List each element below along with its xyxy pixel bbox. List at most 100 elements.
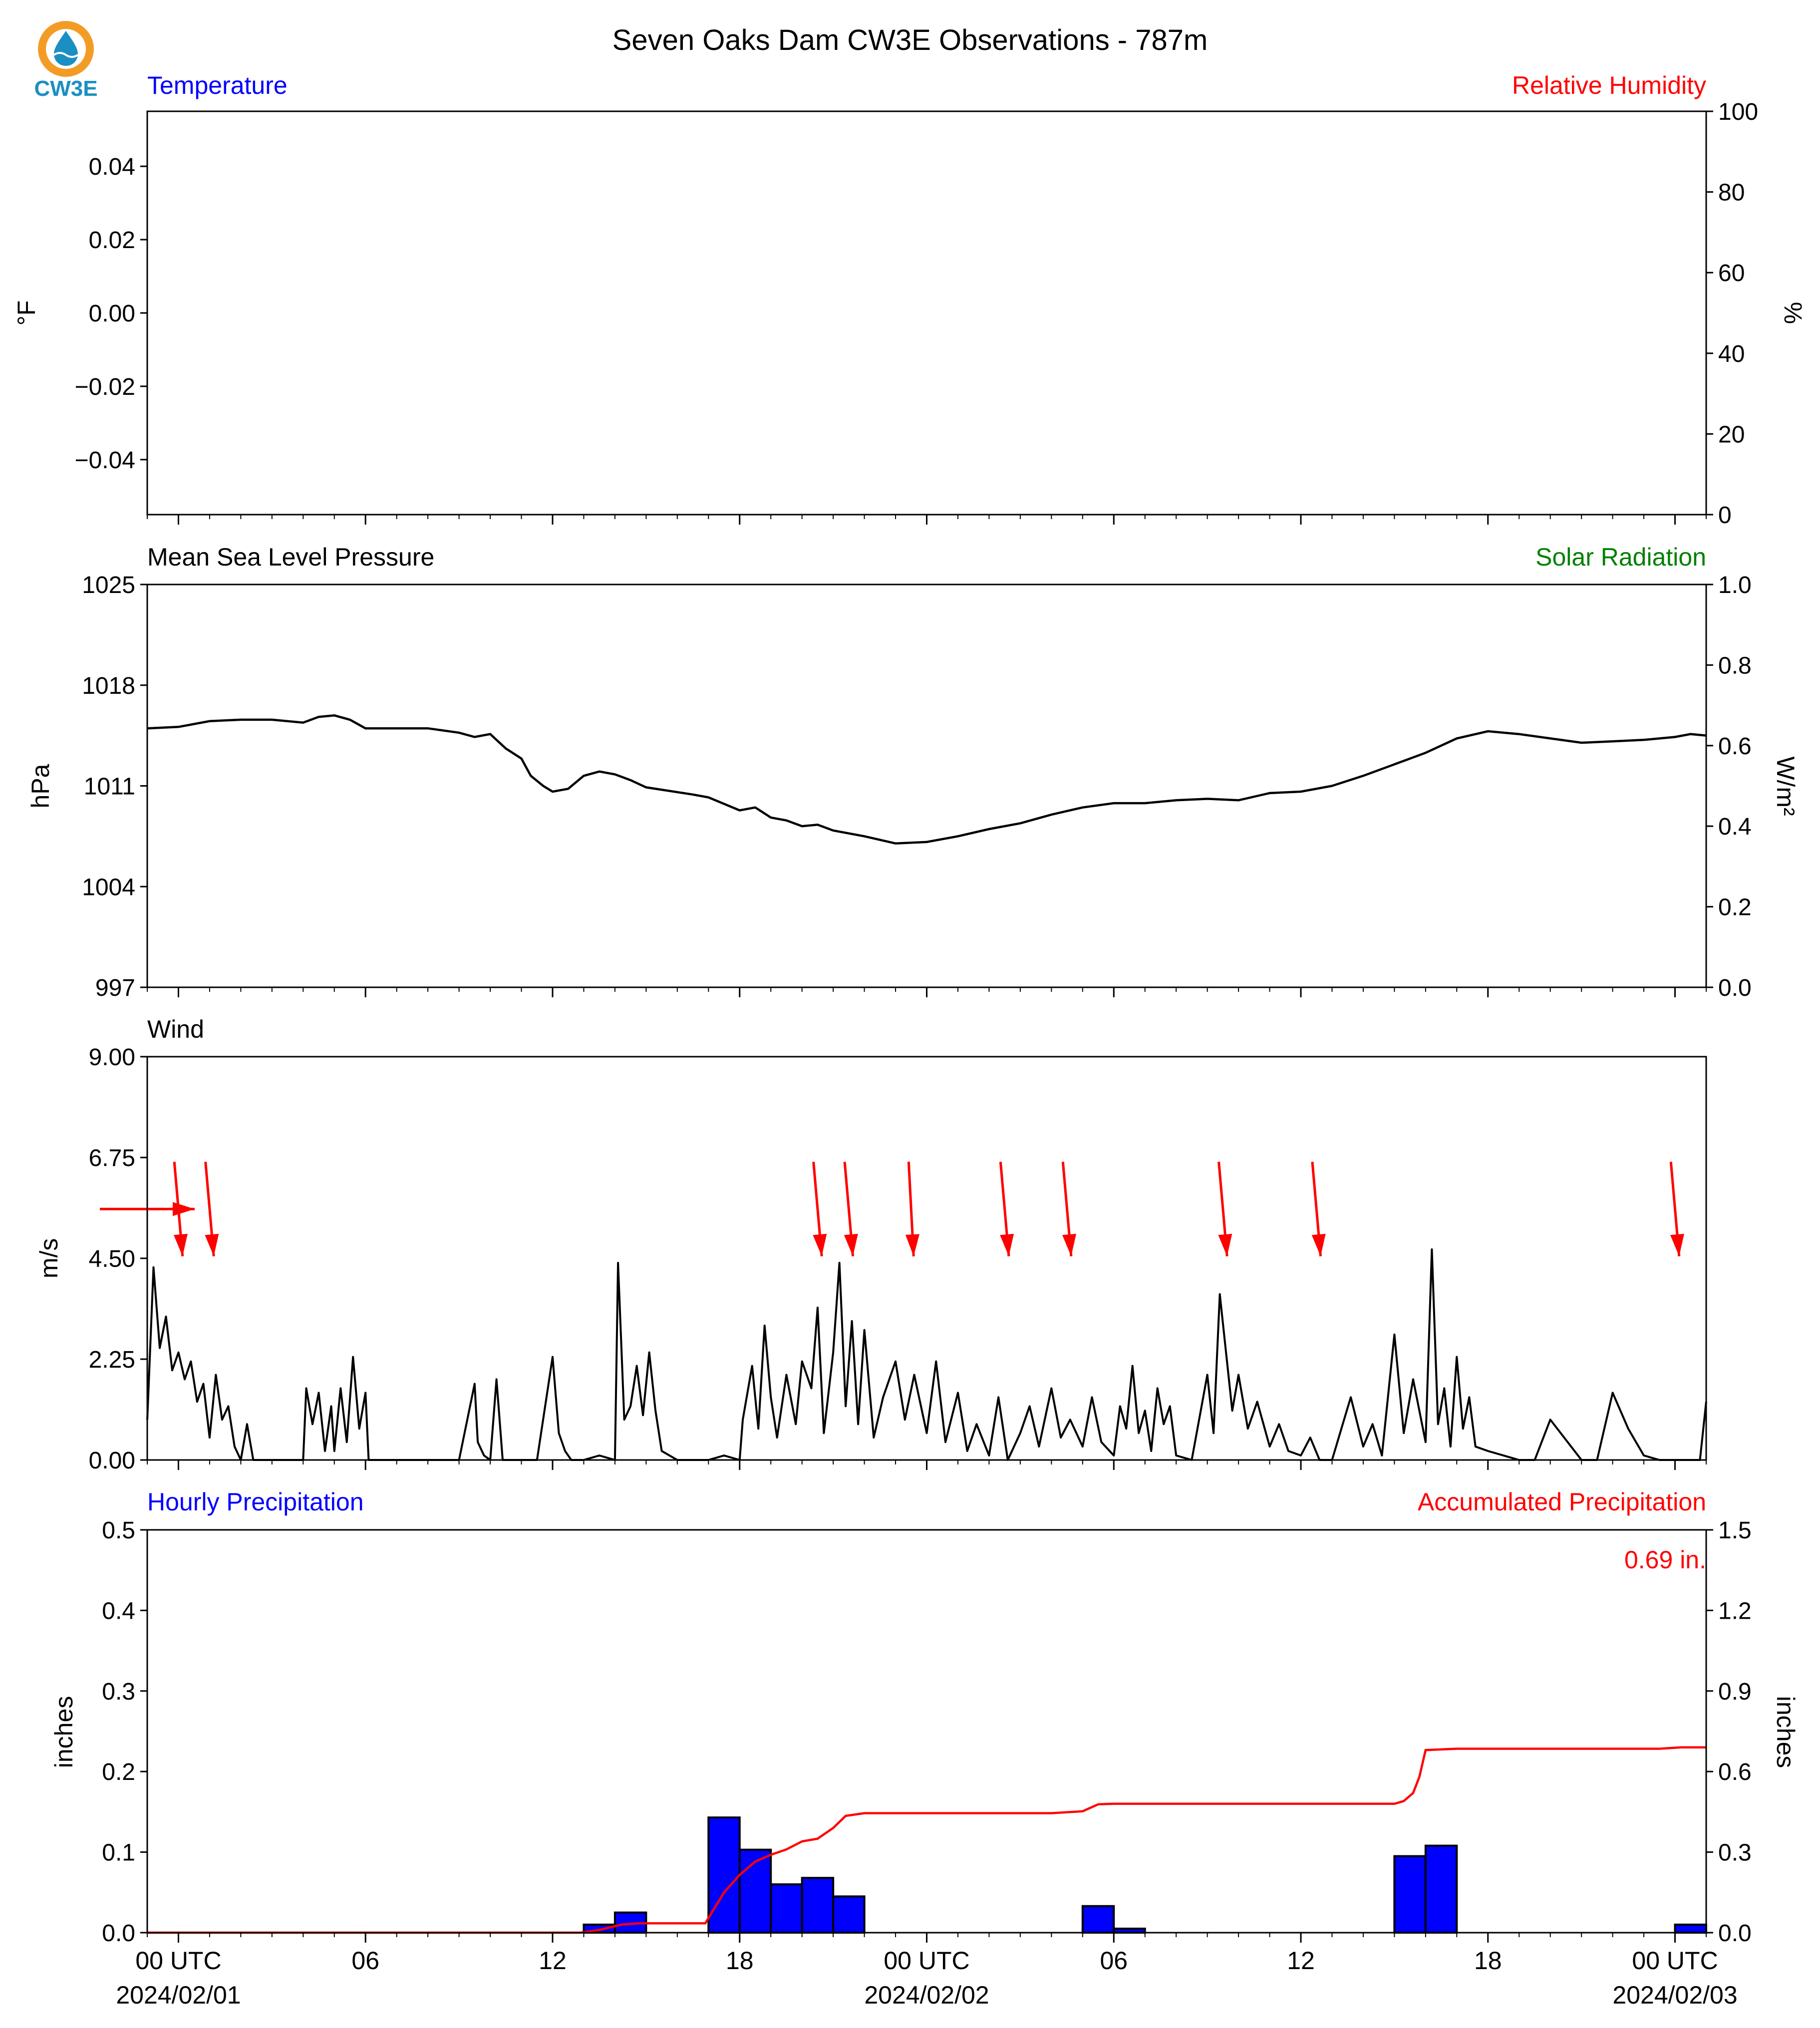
wind-arrow-head xyxy=(844,1233,858,1256)
temperature-plot-frame xyxy=(146,110,1707,516)
accumulated-precip-ylabel: inches xyxy=(1772,1696,1800,1768)
pressure-y-tick-label: 1004 xyxy=(82,874,135,900)
precip-bar xyxy=(1674,1923,1708,1934)
x-date-label: 2024/02/01 xyxy=(116,1981,241,2009)
panel4-xticks xyxy=(147,1933,1707,1943)
accumulated-precip-line xyxy=(147,1746,1706,1934)
pressure-y-tick-label: 1025 xyxy=(82,572,135,598)
x-tick-label: 12 xyxy=(1287,1947,1315,1975)
pressure-y-tick-label: 1018 xyxy=(82,673,135,699)
wind-arrow-head xyxy=(813,1233,827,1256)
solar-y-tick-label: 1.0 xyxy=(1718,572,1752,598)
accumulated-total-label: 0.69 in. xyxy=(1624,1546,1706,1574)
x-tick-label: 18 xyxy=(726,1947,754,1975)
temperature-title: Temperature xyxy=(147,71,288,99)
wind-arrow-head xyxy=(205,1233,219,1256)
pressure-series-line xyxy=(147,714,1707,845)
accumulated-precip-y-tick-label: 1.2 xyxy=(1718,1598,1752,1624)
pressure-plot-frame xyxy=(146,583,1707,988)
hourly-precip-title: Hourly Precipitation xyxy=(147,1488,364,1516)
solar-yticks: 1.0 0.8 0.6 0.4 0.2 0.0 xyxy=(1706,572,1752,1001)
hourly-precip-y-tick-label: 0.2 xyxy=(102,1759,135,1785)
hourly-precip-yticks: 0.5 0.4 0.3 0.2 0.1 0.0 xyxy=(102,1517,147,1947)
chart-title: Seven Oaks Dam CW3E Observations - 787m xyxy=(612,24,1208,56)
hourly-precip-y-tick-label: 0.4 xyxy=(102,1598,135,1624)
logo-wave-icon xyxy=(53,52,79,58)
pressure-ylabel: hPa xyxy=(26,764,54,808)
wind-arrow-head xyxy=(1062,1233,1076,1256)
humidity-title: Relative Humidity xyxy=(1512,71,1706,99)
wind-arrow-head xyxy=(1000,1233,1014,1256)
cw3e-logo: CW3E xyxy=(34,21,98,101)
accumulated-precip-title: Accumulated Precipitation xyxy=(1418,1488,1706,1516)
precipitation-plot-frame xyxy=(146,1529,1707,1934)
x-tick-label: 06 xyxy=(1100,1947,1128,1975)
wind-yticks: 9.00 6.75 4.50 2.25 0.00 xyxy=(89,1044,147,1474)
wind-y-tick-label: 9.00 xyxy=(89,1044,135,1071)
panel-pressure: Mean Sea Level Pressure Solar Radiation … xyxy=(26,543,1800,1001)
temperature-y-tick-label: 0.02 xyxy=(89,227,135,254)
temperature-y-tick-label: 0.04 xyxy=(89,154,135,180)
pressure-y-tick-label: 997 xyxy=(95,975,135,1001)
solar-title: Solar Radiation xyxy=(1535,543,1706,571)
hourly-precip-y-tick-label: 0.5 xyxy=(102,1517,135,1544)
x-date-labels: 2024/02/01 2024/02/02 2024/02/03 xyxy=(116,1981,1737,2009)
x-tick-label: 00 UTC xyxy=(884,1947,969,1975)
humidity-y-tick-label: 20 xyxy=(1718,421,1745,448)
wind-y-tick-label: 2.25 xyxy=(89,1347,135,1373)
wind-arrow-head xyxy=(173,1233,188,1256)
pressure-yticks: 1025 1018 1011 1004 997 xyxy=(82,572,147,1001)
humidity-y-tick-label: 80 xyxy=(1718,180,1745,206)
wind-ylabel: m/s xyxy=(35,1238,63,1279)
solar-y-tick-label: 0.4 xyxy=(1718,814,1752,840)
hourly-precip-y-tick-label: 0.0 xyxy=(102,1920,135,1947)
precip-bar xyxy=(770,1883,803,1934)
temperature-yticks: 0.04 0.02 0.00 −0.02 −0.04 xyxy=(75,154,147,474)
panel2-xticks xyxy=(147,987,1707,997)
accumulated-precip-y-tick-label: 1.5 xyxy=(1718,1517,1752,1544)
wind-speed-line xyxy=(146,1248,1707,1461)
wind-arrow-head xyxy=(1670,1233,1684,1256)
panel-precipitation: Hourly Precipitation Accumulated Precipi… xyxy=(50,1488,1800,2009)
solar-y-tick-label: 0.8 xyxy=(1718,652,1752,679)
temperature-y-tick-label: −0.04 xyxy=(75,447,135,474)
wind-y-tick-label: 0.00 xyxy=(89,1448,135,1474)
temperature-ylabel: °F xyxy=(12,300,40,326)
x-date-label: 2024/02/03 xyxy=(1612,1981,1737,2009)
wind-y-tick-label: 4.50 xyxy=(89,1246,135,1272)
wind-arrow-head xyxy=(1311,1233,1326,1256)
logo-text: CW3E xyxy=(34,76,97,101)
precip-bar xyxy=(832,1895,866,1934)
wind-direction-arrows xyxy=(100,1161,1684,1257)
solar-y-tick-label: 0.0 xyxy=(1718,975,1752,1001)
wind-arrow-head xyxy=(1218,1233,1232,1256)
hourly-precip-y-tick-label: 0.3 xyxy=(102,1679,135,1705)
temperature-y-tick-label: 0.00 xyxy=(89,300,135,327)
precip-bar xyxy=(1081,1905,1115,1934)
humidity-ylabel: % xyxy=(1779,302,1807,324)
precip-bar xyxy=(801,1877,835,1934)
precip-bar xyxy=(1424,1844,1458,1934)
panel3-xticks xyxy=(147,1460,1707,1470)
humidity-y-tick-label: 60 xyxy=(1718,260,1745,287)
hourly-precip-y-tick-label: 0.1 xyxy=(102,1840,135,1866)
humidity-y-tick-label: 100 xyxy=(1718,99,1758,125)
x-tick-label: 18 xyxy=(1474,1947,1502,1975)
hourly-precip-bars xyxy=(583,1816,1708,1934)
x-tick-label: 06 xyxy=(351,1947,379,1975)
accumulated-precip-y-tick-label: 0.3 xyxy=(1718,1840,1752,1866)
humidity-y-tick-label: 40 xyxy=(1718,341,1745,367)
solar-ylabel: W/m² xyxy=(1772,756,1800,816)
x-tick-label: 00 UTC xyxy=(1632,1947,1718,1975)
wind-arrow-head xyxy=(173,1202,195,1216)
x-tick-labels: 00 UTC 06 12 18 00 UTC 06 12 18 00 UTC xyxy=(135,1947,1718,1975)
wind-y-tick-label: 6.75 xyxy=(89,1145,135,1171)
x-tick-label: 12 xyxy=(539,1947,567,1975)
panel1-xticks xyxy=(147,515,1707,525)
hourly-precip-ylabel: inches xyxy=(50,1696,78,1768)
humidity-y-tick-label: 0 xyxy=(1718,502,1732,529)
precip-bar xyxy=(1393,1855,1427,1934)
wind-title: Wind xyxy=(147,1015,204,1043)
pressure-title: Mean Sea Level Pressure xyxy=(147,543,434,571)
accumulated-precip-y-tick-label: 0.0 xyxy=(1718,1920,1752,1947)
